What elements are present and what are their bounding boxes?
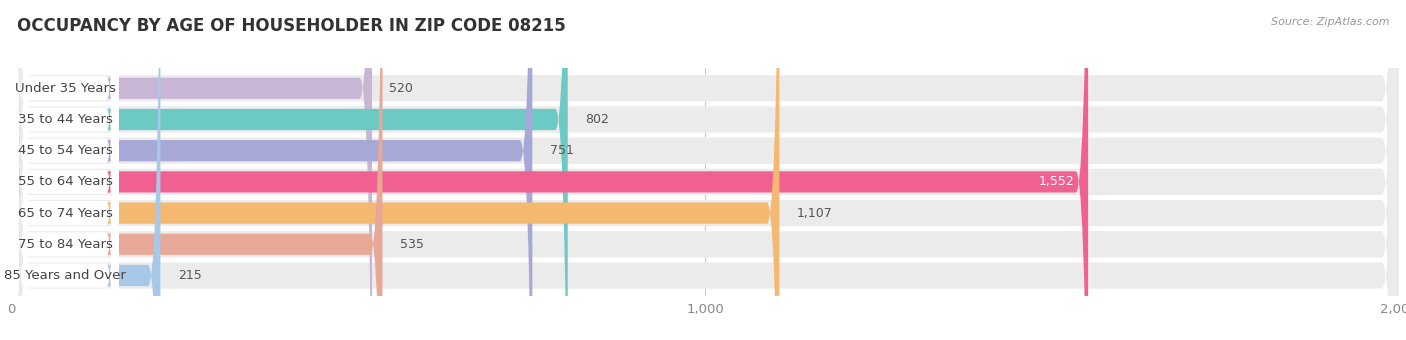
Text: 55 to 64 Years: 55 to 64 Years	[18, 175, 112, 188]
FancyBboxPatch shape	[11, 0, 1399, 340]
Text: 35 to 44 Years: 35 to 44 Years	[18, 113, 112, 126]
FancyBboxPatch shape	[11, 0, 373, 340]
Text: Source: ZipAtlas.com: Source: ZipAtlas.com	[1271, 17, 1389, 27]
FancyBboxPatch shape	[11, 0, 118, 340]
Text: 1,552: 1,552	[1039, 175, 1074, 188]
FancyBboxPatch shape	[11, 0, 118, 340]
Text: 802: 802	[585, 113, 609, 126]
FancyBboxPatch shape	[11, 0, 382, 340]
FancyBboxPatch shape	[11, 0, 1399, 340]
FancyBboxPatch shape	[11, 0, 118, 340]
FancyBboxPatch shape	[11, 0, 118, 340]
Text: OCCUPANCY BY AGE OF HOUSEHOLDER IN ZIP CODE 08215: OCCUPANCY BY AGE OF HOUSEHOLDER IN ZIP C…	[17, 17, 565, 35]
FancyBboxPatch shape	[11, 0, 568, 340]
FancyBboxPatch shape	[11, 0, 118, 340]
FancyBboxPatch shape	[11, 0, 118, 340]
FancyBboxPatch shape	[11, 0, 1399, 340]
FancyBboxPatch shape	[11, 0, 779, 340]
Text: 215: 215	[177, 269, 201, 282]
Text: 75 to 84 Years: 75 to 84 Years	[18, 238, 112, 251]
FancyBboxPatch shape	[11, 0, 118, 340]
Text: 535: 535	[399, 238, 423, 251]
FancyBboxPatch shape	[11, 0, 1399, 340]
FancyBboxPatch shape	[11, 0, 1399, 340]
Text: 1,107: 1,107	[797, 207, 832, 220]
Text: 520: 520	[389, 82, 413, 95]
FancyBboxPatch shape	[11, 0, 1399, 340]
Text: 85 Years and Over: 85 Years and Over	[4, 269, 127, 282]
FancyBboxPatch shape	[11, 0, 1088, 340]
Text: 751: 751	[550, 144, 574, 157]
Text: 65 to 74 Years: 65 to 74 Years	[18, 207, 112, 220]
FancyBboxPatch shape	[11, 0, 160, 340]
Text: 45 to 54 Years: 45 to 54 Years	[18, 144, 112, 157]
FancyBboxPatch shape	[11, 0, 533, 340]
Text: Under 35 Years: Under 35 Years	[14, 82, 115, 95]
FancyBboxPatch shape	[11, 0, 1399, 340]
